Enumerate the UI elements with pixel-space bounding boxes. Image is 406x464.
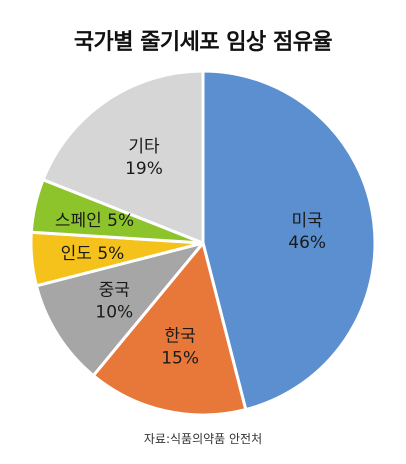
- slice-name-1: 한국: [164, 327, 195, 347]
- slice-value-5: 19%: [125, 159, 163, 179]
- slice-name-0: 미국: [292, 211, 323, 231]
- pie-slice-0: [201, 69, 377, 412]
- pie-slice-5: [41, 69, 205, 245]
- slice-name-2: 중국: [99, 280, 130, 300]
- chart-title: 국가별 줄기세포 임상 점유율: [73, 30, 333, 55]
- pie-slice-1: [91, 241, 248, 417]
- slice-label-3: 인도 5%: [61, 244, 125, 264]
- source-note: 자료:식품의약품 안전처: [143, 432, 263, 446]
- slice-value-2: 10%: [95, 302, 133, 322]
- slice-label-4: 스페인 5%: [55, 211, 134, 231]
- slice-value-1: 15%: [161, 349, 199, 369]
- slice-name-5: 기타: [128, 137, 160, 157]
- slice-value-0: 46%: [288, 233, 326, 253]
